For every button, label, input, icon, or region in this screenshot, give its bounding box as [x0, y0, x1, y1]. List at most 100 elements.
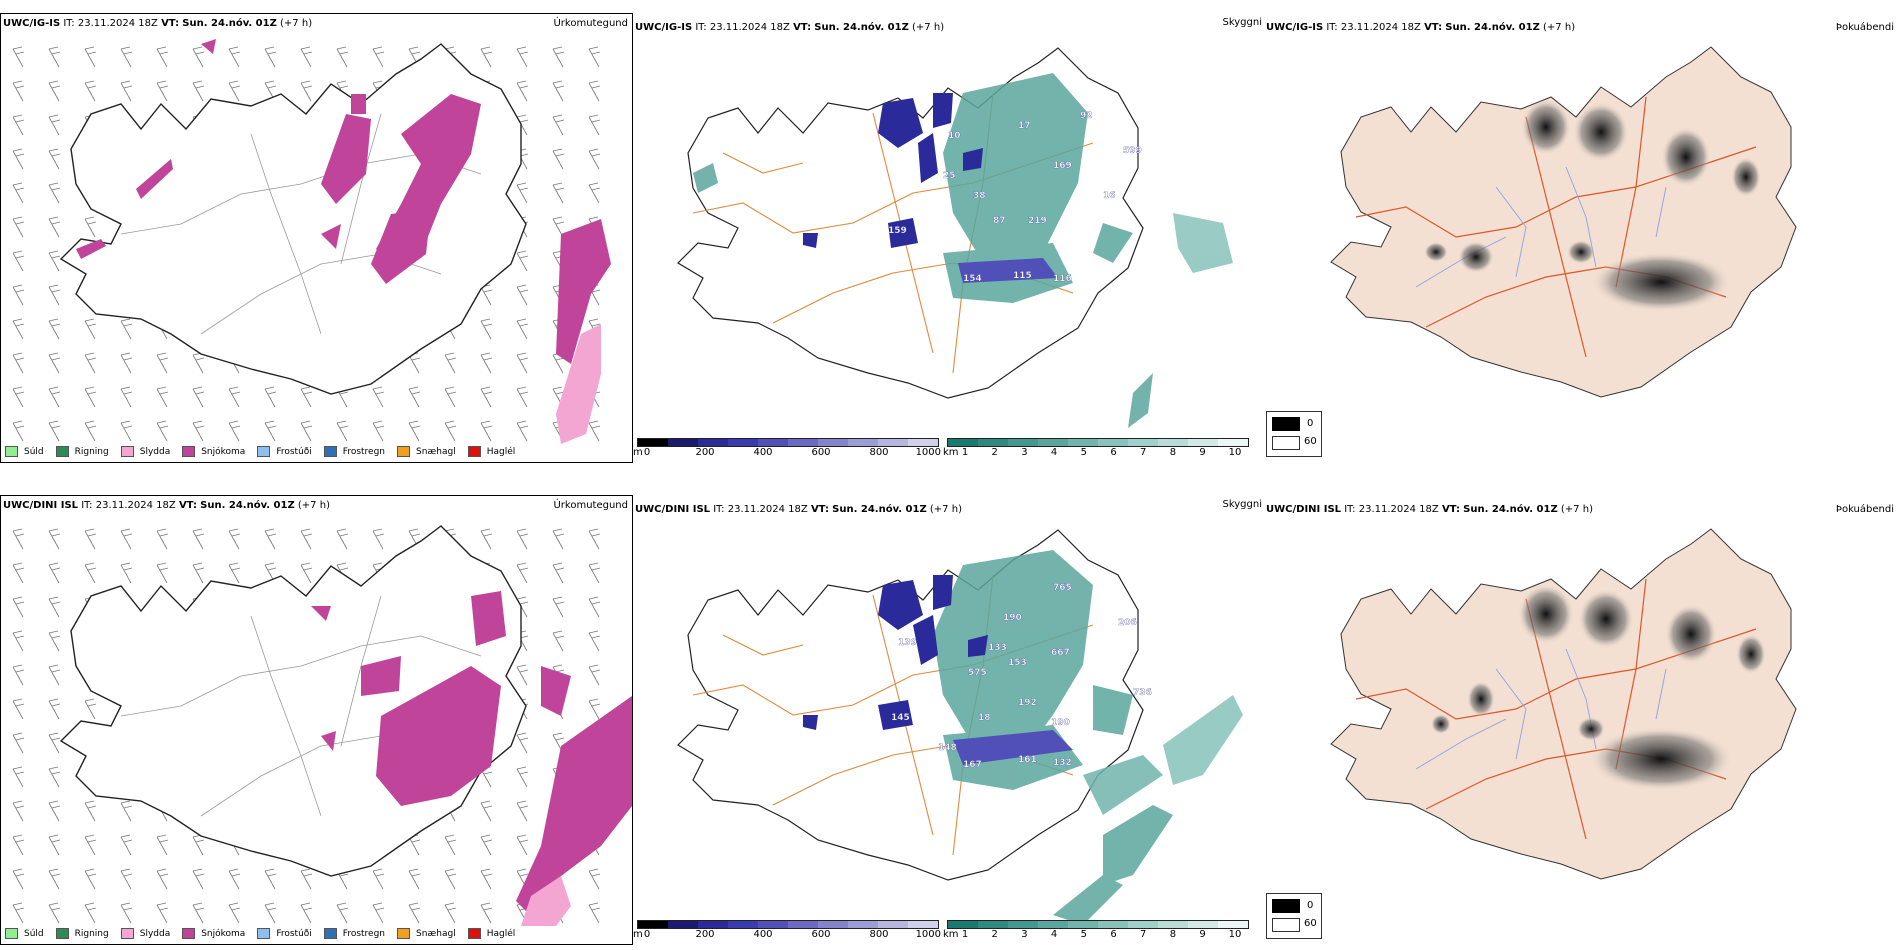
wind-barb — [300, 868, 313, 890]
cloud-base-label: 25 — [943, 171, 956, 181]
wind-barb — [12, 318, 25, 340]
wind-barb — [300, 80, 313, 102]
wind-barb — [588, 420, 601, 442]
wind-barb — [372, 386, 385, 408]
wind-barb — [120, 318, 133, 340]
wind-barb — [336, 46, 349, 68]
fog-map — [1330, 528, 1797, 880]
cloud-base-label: 16 — [1103, 191, 1116, 201]
wind-barb — [480, 528, 493, 550]
cloud-base-colorbar — [637, 920, 939, 929]
panel-header: UWC/DINI ISL IT: 23.11.2024 18Z VT: Sun.… — [1266, 504, 1593, 515]
wind-barb — [372, 868, 385, 890]
wind-barb — [156, 562, 169, 584]
visibility-areas — [693, 73, 1233, 428]
wind-barb — [12, 148, 25, 170]
tick-label: 5 — [1080, 929, 1087, 940]
tick-label: 3 — [1021, 447, 1028, 458]
wind-barb — [84, 902, 97, 924]
wind-barb — [48, 562, 61, 584]
legend-label: Haglél — [486, 928, 516, 939]
wind-barb — [228, 902, 241, 924]
it-label: IT: — [1326, 22, 1338, 33]
cloud-base-label: 154 — [963, 274, 982, 284]
wind-barb — [12, 902, 25, 924]
wind-barb — [444, 420, 457, 442]
wind-barb — [12, 766, 25, 788]
cloud-base-label: 159 — [888, 226, 907, 236]
legend-swatch — [55, 928, 69, 939]
tick-label: 5 — [1080, 447, 1087, 458]
cloud-base-unit: m — [633, 447, 643, 458]
tick-label: 400 — [753, 447, 773, 458]
cloud-base-panel-row1: UWC/IG-IS IT: 23.11.2024 18Z VT: Sun. 24… — [633, 13, 1266, 463]
fog-swatch-low — [1272, 436, 1300, 450]
model-name: UWC/IG-IS — [1266, 22, 1324, 33]
wind-barb — [264, 46, 277, 68]
wind-barb — [12, 284, 25, 306]
legend-label: Slydda — [139, 446, 171, 457]
model-name: UWC/IG-IS — [635, 22, 693, 33]
wind-barb — [120, 386, 133, 408]
wind-barb — [120, 420, 133, 442]
wind-barb — [12, 352, 25, 374]
wind-barb — [120, 46, 133, 68]
panel-title: Þokuábendi — [1835, 22, 1894, 33]
fog-panel-row2: UWC/DINI ISL IT: 23.11.2024 18Z VT: Sun.… — [1266, 495, 1900, 945]
wind-barb — [444, 902, 457, 924]
wind-barb — [120, 352, 133, 374]
wind-barb — [516, 664, 529, 686]
cloud-base-unit: m — [633, 929, 643, 940]
legend-label: Frostregn — [342, 928, 386, 939]
wind-barb — [228, 868, 241, 890]
wind-barb — [552, 562, 565, 584]
it-label: IT: — [63, 18, 75, 29]
tick-label: 3 — [1021, 929, 1028, 940]
fog-panel-row1: UWC/IG-IS IT: 23.11.2024 18Z VT: Sun. 24… — [1266, 13, 1900, 463]
wind-barb — [12, 664, 25, 686]
wind-barb — [516, 352, 529, 374]
wind-barb — [480, 420, 493, 442]
roads — [1355, 578, 1757, 840]
wind-barb — [516, 46, 529, 68]
wind-barb — [12, 420, 25, 442]
panel-header: UWC/IG-IS IT: 23.11.2024 18Z VT: Sun. 24… — [1266, 22, 1575, 33]
precip-legend: Súld Rigning Slydda Snjókoma Frostúði Fr… — [5, 928, 527, 939]
wind-barb — [300, 386, 313, 408]
cloud-base-label: 92 — [1080, 111, 1093, 121]
wind-barb — [516, 562, 529, 584]
tick-label: 1000 — [915, 447, 942, 458]
wind-barb — [192, 562, 205, 584]
cloud-base-label: 116 — [1053, 274, 1072, 284]
wind-barb — [12, 800, 25, 822]
wind-barb — [336, 420, 349, 442]
wind-barb — [264, 868, 277, 890]
legend-swatch — [55, 446, 69, 457]
tick-label: 9 — [1199, 929, 1206, 940]
legend-swatch — [257, 446, 271, 457]
legend-swatch — [397, 446, 411, 457]
it-label: IT: — [1344, 504, 1356, 515]
tick-label: 4 — [1050, 447, 1058, 458]
tick-label: 10 — [1228, 447, 1242, 458]
wind-barb — [552, 148, 565, 170]
tick-label: 9 — [1199, 447, 1206, 458]
legend-label: Rigning — [74, 928, 109, 939]
legend-swatch — [467, 446, 481, 457]
fog-scale-low: 60 — [1304, 436, 1317, 447]
lead-time: (+7 h) — [912, 22, 945, 33]
wind-barb — [48, 46, 61, 68]
it-value: 23.11.2024 18Z — [727, 504, 808, 515]
wind-barb — [480, 834, 493, 856]
lead-time: (+7 h) — [1560, 504, 1593, 515]
legend-swatch — [257, 928, 271, 939]
wind-barb — [120, 528, 133, 550]
lead-time: (+7 h) — [280, 18, 313, 29]
wind-barb — [228, 420, 241, 442]
tick-label: 0 — [643, 929, 651, 940]
model-name: UWC/DINI ISL — [1266, 504, 1342, 515]
wind-barb — [300, 420, 313, 442]
visibility-colorbar — [947, 920, 1249, 929]
vt-value: Sun. 24.nóv. 01Z — [182, 18, 277, 29]
